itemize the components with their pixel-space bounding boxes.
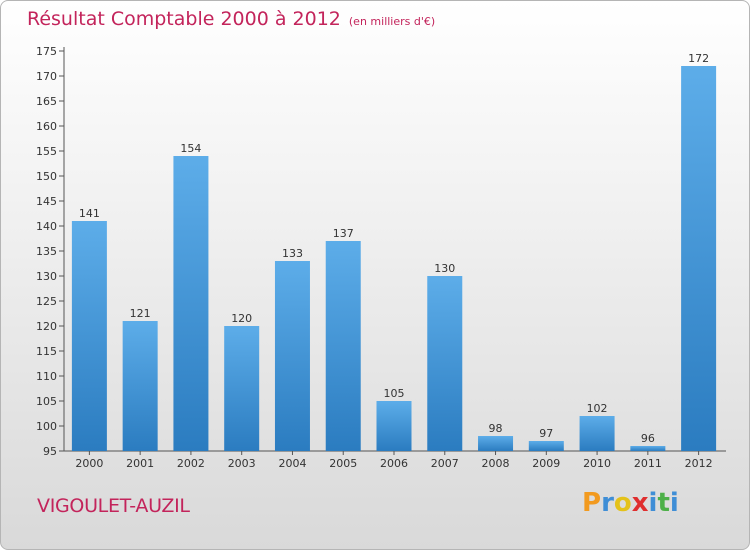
x-tick-label: 2000 <box>75 457 103 470</box>
y-tick-label: 115 <box>36 345 57 358</box>
chart-title-text: Résultat Comptable 2000 à 2012 <box>27 8 341 30</box>
x-tick-label: 2005 <box>329 457 357 470</box>
y-tick-label: 95 <box>43 445 57 458</box>
chart-unit-note: (en milliers d'€) <box>348 15 436 28</box>
y-tick-label: 110 <box>36 370 57 383</box>
bar <box>71 221 107 451</box>
bar-value-label: 130 <box>434 262 455 275</box>
x-tick-label: 2001 <box>126 457 154 470</box>
bar-value-label: 172 <box>688 52 709 65</box>
bar-value-label: 120 <box>231 312 252 325</box>
logo-letter: x <box>631 488 649 518</box>
x-tick-label: 2003 <box>228 457 256 470</box>
bar-value-label: 102 <box>587 402 608 415</box>
logo-letter: P <box>582 488 602 518</box>
bar-value-label: 141 <box>79 207 100 220</box>
logo-letter: i <box>648 488 658 518</box>
y-tick-label: 170 <box>36 70 57 83</box>
x-tick-label: 2004 <box>278 457 306 470</box>
x-tick-label: 2002 <box>177 457 205 470</box>
y-tick-label: 125 <box>36 295 57 308</box>
y-tick-label: 160 <box>36 120 57 133</box>
logo-letter: t <box>657 488 670 518</box>
x-tick-label: 2012 <box>685 457 713 470</box>
x-tick-label: 2009 <box>532 457 560 470</box>
bar-value-label: 97 <box>539 427 553 440</box>
bar-value-label: 98 <box>489 422 503 435</box>
bar <box>224 326 260 451</box>
bar <box>122 321 158 451</box>
x-tick-label: 2007 <box>431 457 459 470</box>
y-tick-label: 145 <box>36 195 57 208</box>
bar <box>630 446 666 451</box>
bar <box>579 416 615 451</box>
bar <box>681 66 717 451</box>
bar <box>478 436 514 451</box>
bar-value-label: 154 <box>180 142 201 155</box>
bar <box>528 441 564 451</box>
y-tick-label: 130 <box>36 270 57 283</box>
y-tick-label: 105 <box>36 395 57 408</box>
x-tick-label: 2006 <box>380 457 408 470</box>
x-tick-label: 2010 <box>583 457 611 470</box>
bar <box>427 276 463 451</box>
bar <box>173 156 209 451</box>
bar-value-label: 137 <box>333 227 354 240</box>
chart-title: Résultat Comptable 2000 à 2012 (en millie… <box>27 8 435 30</box>
bar <box>376 401 412 451</box>
y-tick-label: 150 <box>36 170 57 183</box>
y-tick-label: 165 <box>36 95 57 108</box>
y-tick-label: 175 <box>36 45 57 58</box>
bar-value-label: 133 <box>282 247 303 260</box>
commune-name: VIGOULET-AUZIL <box>37 495 190 517</box>
logo-letter: o <box>613 488 632 518</box>
bar-value-label: 105 <box>384 387 405 400</box>
logo-letter: r <box>601 488 614 518</box>
bar-value-label: 121 <box>130 307 151 320</box>
logo-letter: i <box>669 488 679 518</box>
x-tick-label: 2011 <box>634 457 662 470</box>
bar-value-label: 96 <box>641 432 655 445</box>
bar <box>274 261 310 451</box>
bar <box>325 241 361 451</box>
y-tick-label: 155 <box>36 145 57 158</box>
x-tick-label: 2008 <box>482 457 510 470</box>
proxiti-logo: Proxiti <box>582 488 679 518</box>
y-tick-label: 135 <box>36 245 57 258</box>
y-tick-label: 100 <box>36 420 57 433</box>
y-tick-label: 120 <box>36 320 57 333</box>
y-tick-label: 140 <box>36 220 57 233</box>
